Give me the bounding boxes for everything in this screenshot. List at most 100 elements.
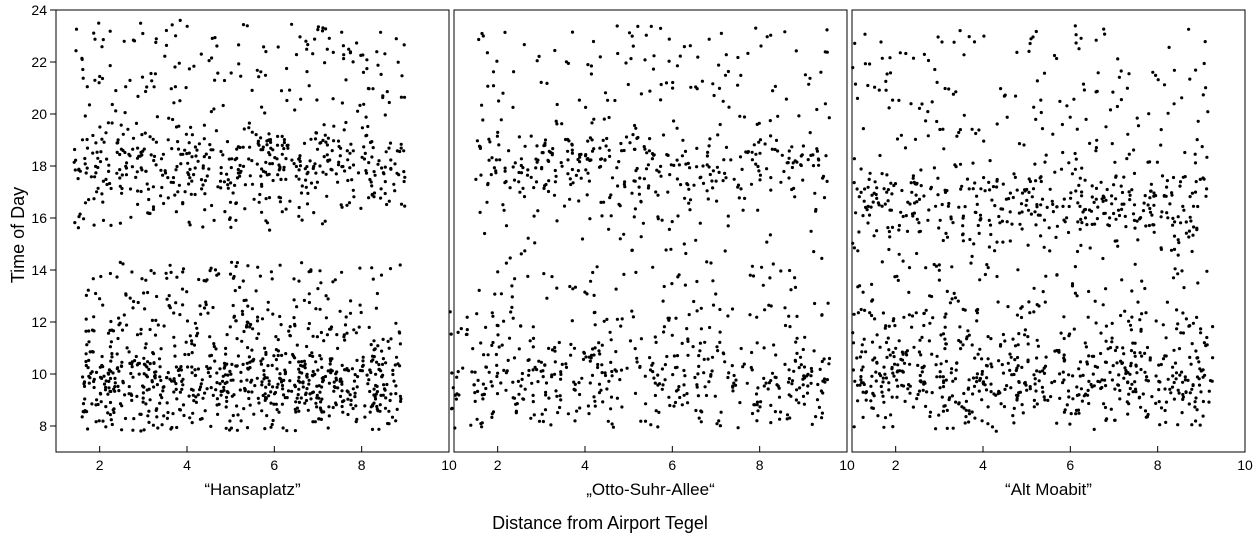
scatter-point — [184, 132, 188, 136]
scatter-point — [1073, 265, 1077, 269]
scatter-point — [322, 410, 326, 414]
scatter-point — [698, 341, 703, 345]
scatter-point — [1043, 398, 1047, 402]
scatter-point — [660, 218, 664, 222]
scatter-point — [204, 300, 208, 304]
scatter-point — [748, 313, 752, 317]
scatter-point — [610, 374, 614, 378]
scatter-point — [822, 357, 826, 361]
scatter-point — [950, 265, 954, 269]
scatter-point — [325, 143, 329, 147]
scatter-point — [763, 308, 767, 312]
scatter-point — [131, 38, 135, 42]
scatter-point — [907, 266, 912, 270]
scatter-point — [266, 308, 270, 312]
scatter-point — [954, 368, 958, 372]
scatter-point — [691, 345, 695, 349]
scatter-point — [229, 181, 233, 185]
scatter-point — [480, 425, 484, 429]
scatter-point — [101, 419, 105, 423]
scatter-point — [967, 420, 971, 424]
x-tick-label: 8 — [756, 457, 764, 473]
scatter-point — [968, 237, 972, 242]
scatter-point — [388, 398, 392, 403]
scatter-point — [992, 392, 996, 396]
scatter-point — [1062, 410, 1066, 414]
scatter-point — [898, 51, 902, 55]
scatter-point — [196, 367, 200, 371]
scatter-point — [808, 131, 812, 135]
scatter-point — [141, 400, 145, 404]
scatter-point — [864, 350, 868, 354]
scatter-point — [87, 329, 91, 333]
scatter-point — [245, 320, 249, 324]
scatter-point — [531, 368, 535, 372]
scatter-point — [857, 230, 861, 234]
scatter-point — [183, 148, 187, 152]
scatter-point — [179, 365, 183, 369]
scatter-point — [963, 421, 967, 425]
scatter-point — [707, 165, 711, 169]
scatter-point — [669, 163, 673, 167]
scatter-point — [667, 59, 671, 63]
scatter-point — [1144, 311, 1148, 315]
scatter-point — [692, 299, 696, 304]
scatter-point — [1074, 189, 1078, 193]
scatter-point — [212, 218, 216, 222]
scatter-point — [1079, 217, 1083, 221]
scatter-point — [572, 387, 576, 391]
scatter-point — [868, 171, 872, 175]
scatter-point — [234, 319, 238, 323]
scatter-point — [1166, 216, 1170, 220]
scatter-point — [937, 268, 941, 272]
scatter-point — [957, 130, 961, 135]
scatter-point — [118, 184, 122, 188]
scatter-point — [1080, 221, 1084, 225]
scatter-point — [945, 426, 949, 430]
scatter-point — [579, 152, 583, 156]
scatter-point — [1128, 193, 1132, 197]
scatter-point — [372, 339, 376, 343]
scatter-point — [807, 82, 811, 86]
scatter-point — [98, 297, 102, 301]
scatter-point — [775, 383, 779, 387]
scatter-point — [825, 179, 829, 183]
scatter-point — [1156, 78, 1160, 82]
scatter-point — [222, 78, 227, 83]
scatter-point — [540, 412, 544, 416]
scatter-point — [645, 151, 649, 155]
scatter-point — [337, 160, 341, 164]
scatter-point — [1077, 393, 1081, 397]
scatter-point — [1165, 185, 1169, 189]
scatter-point — [756, 386, 760, 390]
scatter-point — [1103, 405, 1108, 410]
scatter-point — [235, 364, 239, 368]
scatter-point — [496, 371, 500, 375]
scatter-point — [1141, 392, 1145, 396]
scatter-point — [754, 152, 758, 156]
scatter-point — [559, 161, 563, 165]
scatter-point — [402, 95, 407, 99]
scatter-point — [1087, 354, 1091, 358]
scatter-point — [1034, 117, 1038, 121]
scatter-point — [502, 319, 506, 323]
scatter-point — [93, 78, 97, 82]
scatter-point — [708, 172, 712, 177]
scatter-point — [484, 325, 488, 329]
scatter-point — [950, 297, 954, 301]
scatter-point — [305, 47, 309, 51]
scatter-point — [339, 146, 343, 150]
scatter-point — [159, 194, 163, 198]
scatter-point — [917, 221, 921, 225]
scatter-point — [740, 167, 744, 171]
scatter-point — [264, 352, 268, 356]
x-tick-label-edge: 10 — [1237, 457, 1253, 473]
scatter-point — [1126, 380, 1130, 384]
scatter-point — [152, 361, 156, 365]
scatter-point — [1026, 358, 1030, 362]
scatter-point — [265, 414, 269, 418]
scatter-point — [90, 350, 94, 354]
scatter-point — [589, 353, 594, 357]
scatter-point — [801, 394, 806, 398]
